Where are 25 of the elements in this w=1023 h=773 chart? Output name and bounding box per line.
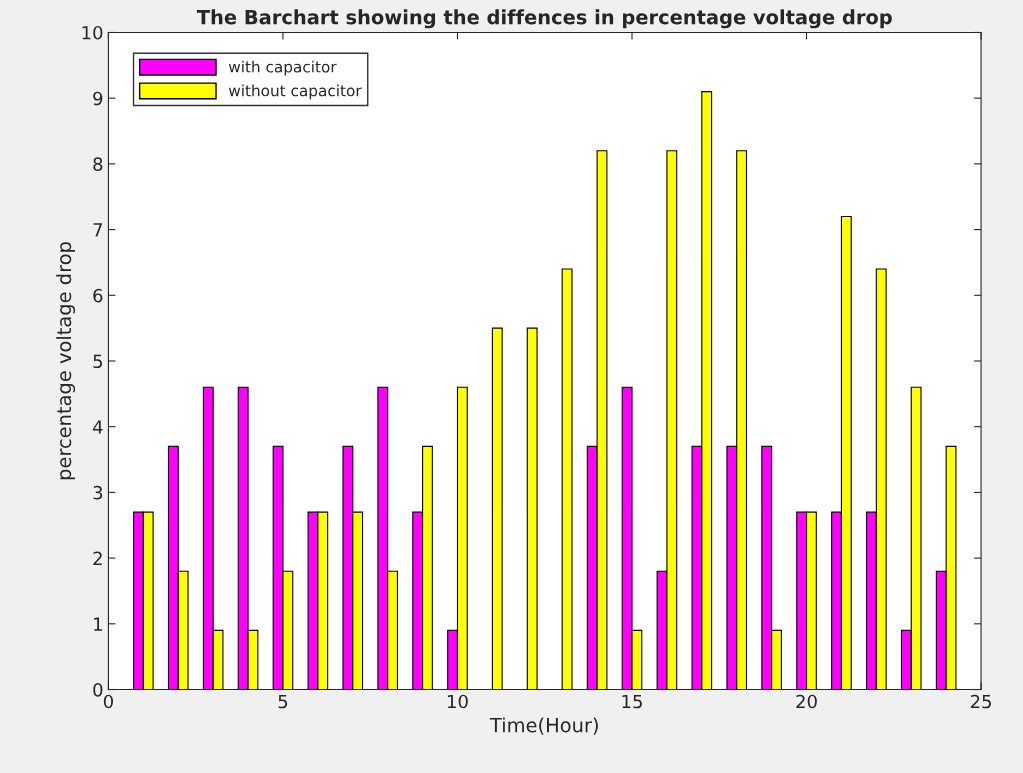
y-tick-label: 4 [92,420,103,434]
x-tick-label: 5 [278,694,288,709]
legend-label: with capacitor [228,60,337,76]
bar [491,327,503,690]
x-tick-label: 0 [103,694,113,709]
x-axis-title: Time(Hour) [489,717,598,735]
y-tick-label: 5 [93,354,102,369]
y-tick-label: 7 [93,223,103,237]
legend-label: without capacitor [228,84,362,100]
x-tick-label: 25 [970,694,991,709]
chart-title: The Barchart showing the diffences in percentage voltage drop [196,9,892,29]
x-tick-label: 15 [622,694,642,709]
x-tick-label: 10 [447,694,468,709]
x-tick-label: 20 [796,694,817,709]
bar [526,327,538,690]
y-tick-label: 6 [93,288,103,303]
y-tick-label: 9 [93,91,103,106]
y-axis-title: percentage voltage drop [56,242,76,480]
bar [561,268,573,690]
y-tick-label: 1 [94,617,102,631]
y-tick-label: 0 [93,682,103,697]
y-tick-label: 3 [93,485,103,500]
y-tick-label: 10 [82,25,103,40]
y-tick-label: 2 [93,551,102,565]
y-tick-label: 8 [93,157,103,171]
